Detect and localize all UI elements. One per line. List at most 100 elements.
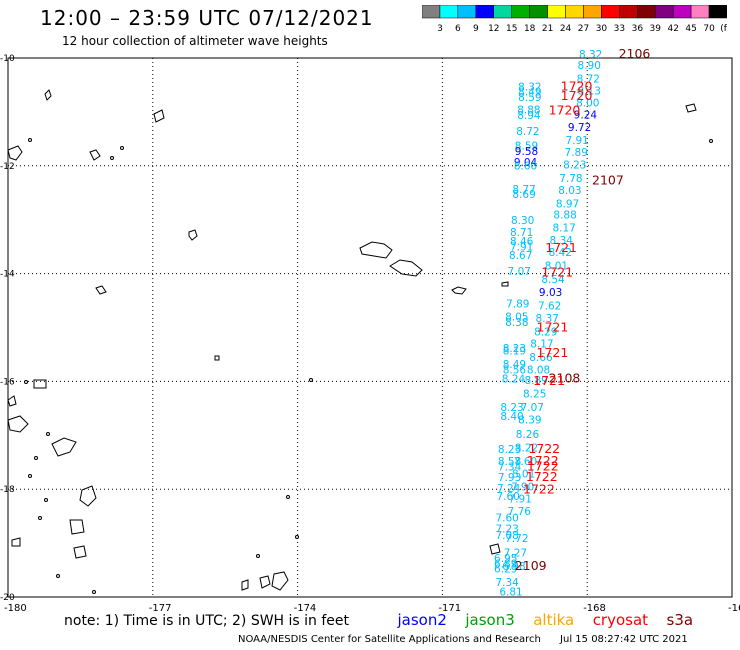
colorbar-swatch bbox=[619, 5, 638, 19]
wave-height-value: 8.29 bbox=[534, 327, 557, 339]
island-south-2 bbox=[271, 571, 289, 591]
colorbar-label: 12 bbox=[488, 24, 499, 33]
wave-height-value: 8.30 bbox=[511, 215, 534, 227]
wave-height-value: 7.60 bbox=[514, 456, 537, 468]
colorbar-swatch bbox=[601, 5, 620, 19]
axis-tick-labels: -180 -177 -174 -171 -168 -16 -10 -12 -14 -16 -18 -2… bbox=[0, 54, 740, 614]
wave-height-value: 7.72 bbox=[505, 533, 528, 545]
wave-height-value: 8.00 bbox=[576, 98, 599, 110]
colorbar-swatch bbox=[565, 5, 584, 19]
x-tick-label: -177 bbox=[149, 603, 172, 614]
wave-height-value: 8.59 bbox=[515, 141, 538, 153]
island-fiji-4 bbox=[7, 395, 17, 407]
wave-height-value: 8.23 bbox=[503, 343, 526, 355]
wave-height-value: 7.34 bbox=[495, 577, 519, 589]
island-tutuila bbox=[451, 286, 467, 295]
wave-height-value: 9.04 bbox=[514, 157, 538, 169]
wave-height-value: 8.34 bbox=[550, 235, 574, 247]
wave-height-value: 9.58 bbox=[515, 146, 538, 158]
wave-height-value: 8.89 bbox=[524, 375, 547, 387]
island-fiji-7 bbox=[11, 537, 21, 547]
pass-time-label: 1721 bbox=[533, 373, 565, 388]
wave-height-value: 8.67 bbox=[509, 250, 532, 262]
wave-height-value: 8.49 bbox=[518, 87, 541, 99]
wave-height-value: 8.01 bbox=[545, 260, 568, 272]
islet bbox=[92, 590, 96, 594]
island-west-1 bbox=[95, 285, 107, 295]
wave-height-value: 8.37 bbox=[536, 313, 559, 325]
islet bbox=[110, 156, 114, 160]
legend-jason2: jason2 bbox=[397, 611, 447, 629]
island-fiji-6 bbox=[69, 519, 85, 535]
islet bbox=[44, 498, 48, 502]
pass-time-label: 1722 bbox=[526, 469, 558, 484]
colorbar-label: 21 bbox=[542, 24, 553, 33]
islet bbox=[56, 574, 60, 578]
wave-height-value: 7.07 bbox=[508, 266, 531, 278]
wave-height-value: 8.88 bbox=[517, 105, 540, 117]
colorbar-swatch bbox=[708, 5, 727, 19]
grid-lines bbox=[7, 57, 733, 598]
wave-height-value: 7.93 bbox=[498, 472, 521, 484]
wave-height-value: 8.77 bbox=[512, 184, 535, 196]
colorbar-label: 18 bbox=[524, 24, 536, 33]
legend-cryosat: cryosat bbox=[592, 611, 649, 629]
colorbar-swatch bbox=[583, 5, 602, 19]
wave-height-value: 7.34 bbox=[498, 461, 522, 473]
wave-height-value: 6.89 bbox=[494, 558, 517, 570]
colorbar-swatch bbox=[547, 5, 566, 19]
x-tick-label: -168 bbox=[583, 603, 606, 614]
wave-height-value: 8.25 bbox=[523, 389, 546, 401]
pass-time-label: 2108 bbox=[549, 370, 581, 385]
legend-jason3: jason3 bbox=[465, 611, 515, 629]
island-samoa-savaii bbox=[389, 259, 423, 277]
islet bbox=[28, 138, 32, 142]
wave-height-value: 7.62 bbox=[538, 301, 561, 313]
pass-time-label: 2106 bbox=[619, 46, 651, 61]
island-fiji-5 bbox=[33, 379, 47, 389]
wave-height-value: 7.24 bbox=[497, 483, 521, 495]
island-north-2 bbox=[44, 89, 52, 101]
wave-height-value: 8.17 bbox=[530, 338, 553, 350]
colorbar-swatch bbox=[637, 5, 656, 19]
islet bbox=[286, 495, 290, 499]
wave-height-value: 7.08 bbox=[495, 530, 518, 542]
coastlines bbox=[7, 89, 713, 594]
islet bbox=[34, 456, 38, 460]
wave-height-value: 8.56 bbox=[503, 364, 527, 376]
wave-height-value: 7.76 bbox=[508, 506, 532, 518]
colorbar-swatch bbox=[475, 5, 495, 19]
wave-height-value: 8.23 bbox=[498, 444, 521, 456]
pass-time-label: 1721 bbox=[537, 345, 569, 360]
wave-height-value: 8.71 bbox=[510, 227, 533, 239]
wave-height-value: 8.19 bbox=[503, 345, 526, 357]
pass-time-label: 1721 bbox=[541, 264, 573, 279]
wave-height-value: 8.58 bbox=[498, 456, 521, 468]
islet bbox=[24, 380, 28, 384]
pass-time-label: 1722 bbox=[528, 441, 560, 456]
pass-time-labels: 2106172017201720210717211721172117212108… bbox=[515, 46, 651, 573]
footer-credit: NOAA/NESDIS Center for Satellite Applica… bbox=[238, 634, 541, 645]
colorbar-swatch bbox=[457, 5, 477, 19]
pass-time-label: 2109 bbox=[515, 558, 547, 573]
islet bbox=[46, 432, 50, 436]
map-subtitle: 12 hour collection of altimeter wave hei… bbox=[62, 34, 328, 48]
wave-height-value: 8.72 bbox=[516, 126, 539, 138]
colorbar-label: (ft) bbox=[720, 24, 727, 33]
wave-height-value: 7.91 bbox=[565, 135, 588, 147]
wave-height-value: 8.97 bbox=[556, 198, 579, 210]
wave-height-value: 8.22 bbox=[515, 442, 538, 454]
wave-height-value: 8.17 bbox=[552, 223, 575, 235]
wave-height-value: 7.60 bbox=[495, 513, 518, 525]
colorbar-swatch bbox=[529, 5, 548, 19]
pass-time-label: 1721 bbox=[537, 319, 569, 334]
wave-height-value: 8.23 bbox=[563, 159, 586, 171]
island-fiji-2 bbox=[51, 437, 77, 457]
island-swains bbox=[501, 281, 509, 287]
island-north-3 bbox=[7, 145, 23, 161]
y-tick-label: -14 bbox=[0, 270, 15, 280]
wave-height-value: 8.40 bbox=[500, 411, 523, 423]
wave-height-value: 7.27 bbox=[504, 548, 527, 560]
footer-timestamp: Jul 15 08:27:42 UTC 2021 bbox=[560, 634, 688, 645]
